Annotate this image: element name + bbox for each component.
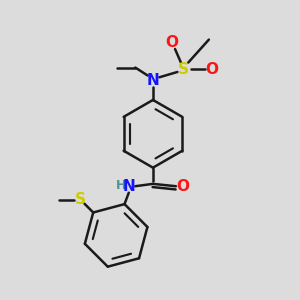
Text: O: O <box>166 35 178 50</box>
Text: N: N <box>122 179 135 194</box>
Text: S: S <box>178 61 189 76</box>
Text: H: H <box>116 179 127 192</box>
Text: S: S <box>75 192 86 207</box>
Text: O: O <box>205 61 218 76</box>
Text: O: O <box>176 179 189 194</box>
Text: N: N <box>147 73 159 88</box>
